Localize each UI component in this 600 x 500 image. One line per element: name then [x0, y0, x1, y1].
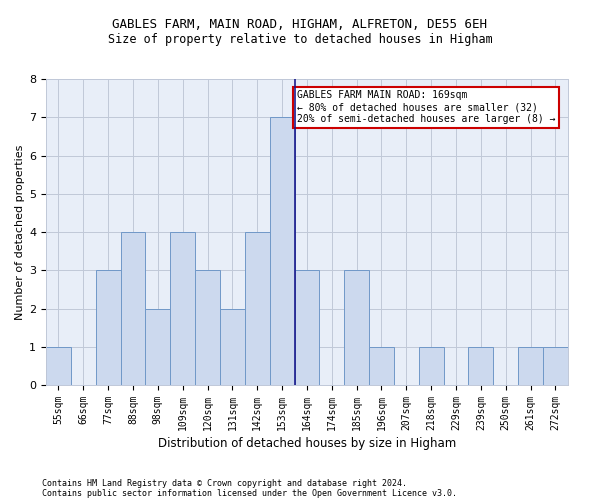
Bar [170, 232, 195, 385]
Text: GABLES FARM MAIN ROAD: 169sqm
← 80% of detached houses are smaller (32)
20% of s: GABLES FARM MAIN ROAD: 169sqm ← 80% of d… [297, 90, 556, 124]
Text: Contains HM Land Registry data © Crown copyright and database right 2024.: Contains HM Land Registry data © Crown c… [42, 478, 407, 488]
Bar [145, 308, 170, 385]
Bar [518, 347, 543, 385]
Text: GABLES FARM, MAIN ROAD, HIGHAM, ALFRETON, DE55 6EH: GABLES FARM, MAIN ROAD, HIGHAM, ALFRETON… [113, 18, 487, 30]
Bar [195, 270, 220, 385]
Y-axis label: Number of detached properties: Number of detached properties [15, 144, 25, 320]
Bar [121, 232, 145, 385]
Bar [295, 270, 319, 385]
Bar [369, 347, 394, 385]
Text: Contains public sector information licensed under the Open Government Licence v3: Contains public sector information licen… [42, 488, 457, 498]
Bar [46, 347, 71, 385]
Bar [344, 270, 369, 385]
Bar [469, 347, 493, 385]
Bar [96, 270, 121, 385]
Text: Size of property relative to detached houses in Higham: Size of property relative to detached ho… [107, 32, 493, 46]
Bar [543, 347, 568, 385]
Bar [419, 347, 443, 385]
Bar [245, 232, 269, 385]
Bar [220, 308, 245, 385]
X-axis label: Distribution of detached houses by size in Higham: Distribution of detached houses by size … [158, 437, 456, 450]
Bar [269, 118, 295, 385]
